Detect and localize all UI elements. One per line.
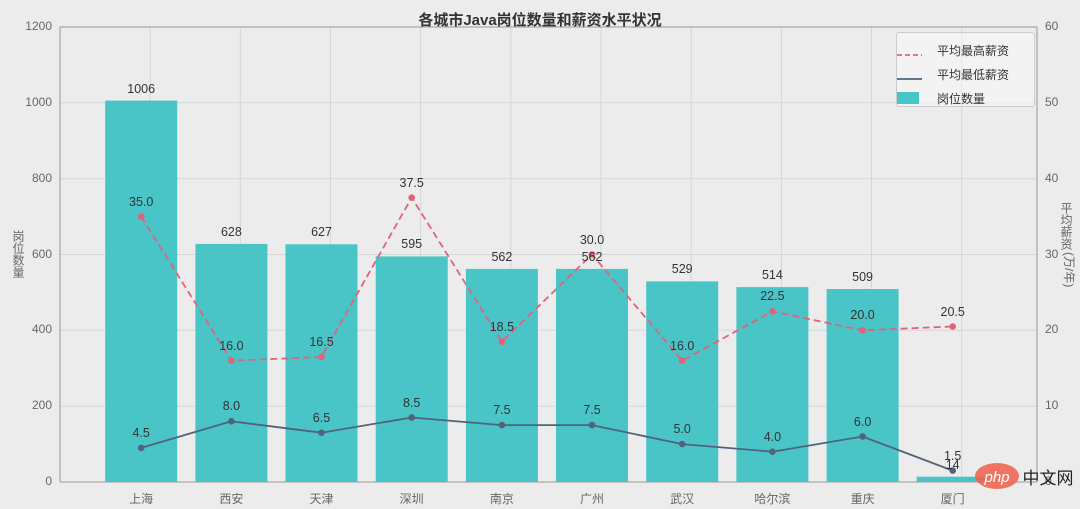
svg-text:中文网: 中文网 [1023,464,1074,489]
svg-text:php: php [983,469,1009,486]
